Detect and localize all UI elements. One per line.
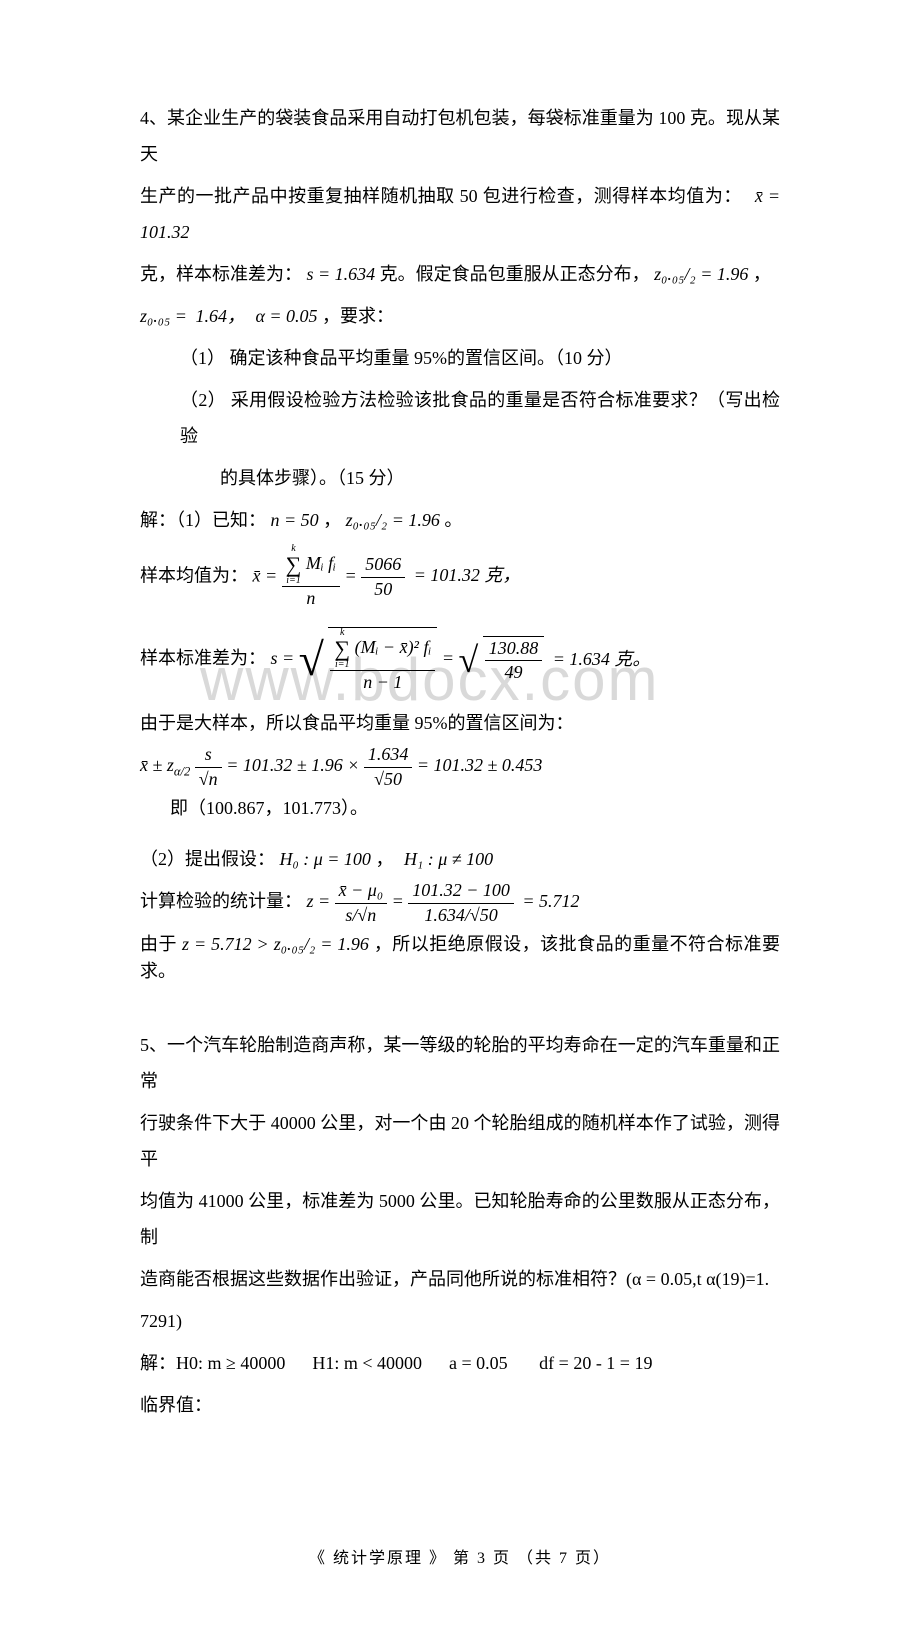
q4-std-formula: 样本标准差为： s = √ k ∑ i=1 (Mᵢ − x̄)² fᵢ [140,614,780,706]
mean-num2: 5066 [361,553,405,577]
s-sum-bot: i=1 [334,660,350,670]
ci-cden: √50 [364,768,413,791]
ci-left: x̄ ± z [140,755,174,775]
q4-s: s = 1.634 [307,264,376,284]
stat-num1: x̄ − μ₀ [335,879,387,903]
ci-den: √n [195,768,222,791]
s-sum-sigma: ∑ [334,638,350,660]
q4-alpha: α = 0.05 [255,306,317,326]
h0: H₀ : μ = 100 [280,849,371,869]
ci-cnum: 1.634 [364,743,413,767]
q4-sol-label: 解：（1）已知： [140,510,266,530]
q4-line4: z₀.₀₅ = 1.64， α = 0.05 ，要求： [140,298,780,334]
q4-line3-b: 克。假定食品包重服从正态分布， [380,264,650,284]
q4-sol1: 解：（1）已知： n = 50 ， z₀.₀₅/₂ = 1.96 。 [140,502,780,538]
stat-result: = 5.712 [522,891,579,911]
ci-calc1: = 101.32 ± 1.96 × [226,755,359,775]
q4-ci-final: 即（100.867，101.773）。 [140,795,780,822]
q4-std-label: 样本标准差为： [140,649,266,669]
std-den: n − 1 [330,671,435,694]
ci-num: s [195,743,222,767]
q4-mean-formula: 样本均值为： x̄ = k ∑ i=1 Mᵢ fᵢ n = 5066 50 = … [140,544,780,610]
std-den2: 49 [485,661,543,684]
q4-part2-hyp: （2）提出假设： H₀ : μ = 100 ， H₁ : μ ≠ 100 [140,846,780,873]
q5-line2: 行驶条件下大于 40000 公里，对一个由 20 个轮胎组成的随机样本作了试验，… [140,1105,780,1177]
q4-sub2b: 的具体步骤）。（15 分） [140,460,780,496]
q4-z05-lhs: z₀.₀₅ = [140,306,187,326]
conc-z: z = 5.712 > z₀.₀₅/₂ = 1.96 [182,934,369,954]
stat-left: z = [307,891,331,911]
q5-line3: 均值为 41000 公里，标准差为 5000 公里。已知轮胎寿命的公里数服从正态… [140,1183,780,1255]
stat-den2: 1.634/√50 [408,904,514,927]
q5-line4: 造商能否根据这些数据作出验证，产品同他所说的标准相符？(α = 0.05,t α… [140,1261,780,1297]
q4-ci-label: 由于是大样本，所以食品平均重量 95%的置信区间为： [140,710,780,737]
q4-mean-label: 样本均值为： [140,565,248,585]
q4-p1: 。 [444,510,462,530]
q4-zhalf: z₀.₀₅/₂ = 1.96 [654,264,748,284]
c2: ， [375,849,393,869]
q4-z05-rhs: 1.64， [195,306,245,326]
conc-a: 由于 [140,934,177,954]
q5-crit: 临界值： [140,1387,780,1423]
q4-known-z: z₀.₀₅/₂ = 1.96 [346,510,440,530]
q4-line3-a: 克，样本标准差为： [140,264,302,284]
sum-body: Mᵢ fᵢ [306,553,336,573]
std-result: = 1.634 克。 [553,649,651,669]
q4-c1: ， [323,510,341,530]
h1: H₁ : μ ≠ 100 [404,849,493,869]
mean-den1: n [282,587,340,610]
q4-conclusion: 由于 z = 5.712 > z₀.₀₅/₂ = 1.96 ，所以拒绝原假设，该… [140,931,780,985]
stat-den1: s/√n [335,904,387,927]
sum-bot: i=1 [286,576,302,586]
q4-sub1: （1） 确定该种食品平均重量 95%的置信区间。（10 分） [140,340,780,376]
document-content: 4、某企业生产的袋装食品采用自动打包机包装，每袋标准重量为 100 克。现从某天… [140,100,780,1575]
mean-result: = 101.32 克， [414,565,521,585]
mean-den2: 50 [361,578,405,601]
hyp-label: （2）提出假设： [140,849,275,869]
ci-sub: α/2 [174,765,190,779]
q4-line2: 生产的一批产品中按重复抽样随机抽取 50 包进行检查，测得样本均值为： x̄ =… [140,178,780,250]
stat-num2: 101.32 − 100 [408,879,514,903]
s-sum-body: (Mᵢ − x̄)² fᵢ [355,637,432,657]
q4-line3: 克，样本标准差为： s = 1.634 克。假定食品包重服从正态分布， z₀.₀… [140,256,780,292]
sum-sigma: ∑ [286,554,302,576]
q4-sub2a: （2） 采用假设检验方法检验该批食品的重量是否符合标准要求？（写出检验 [140,382,780,454]
q5-line1: 5、一个汽车轮胎制造商声称，某一等级的轮胎的平均寿命在一定的汽车重量和正常 [140,1027,780,1099]
q5-line5: 7291) [140,1303,780,1339]
q4-known-n: n = 50 [271,510,319,530]
stat-label: 计算检验的统计量： [140,891,302,911]
q4-mean-left: x̄ = [253,565,278,585]
q4-ci-formula: x̄ ± zα/2 s √n = 101.32 ± 1.96 × 1.634 √… [140,743,780,791]
q4-comma: ， [753,264,771,284]
page-footer: 《 统计学原理 》 第 3 页 （共 7 页） [140,1543,780,1575]
ci-result: = 101.32 ± 0.453 [417,755,543,775]
q4-line2-text: 生产的一批产品中按重复抽样随机抽取 50 包进行检查，测得样本均值为： [140,186,742,206]
q5-sol: 解：H0: m ≥ 40000 H1: m < 40000 a = 0.05 d… [140,1345,780,1381]
q4-std-left: s = [271,649,295,669]
std-num2: 130.88 [485,637,543,661]
q4-line1: 4、某企业生产的袋装食品采用自动打包机包装，每袋标准重量为 100 克。现从某天 [140,100,780,172]
q4-req: ，要求： [322,306,394,326]
q4-stat-formula: 计算检验的统计量： z = x̄ − μ₀ s/√n = 101.32 − 10… [140,879,780,927]
